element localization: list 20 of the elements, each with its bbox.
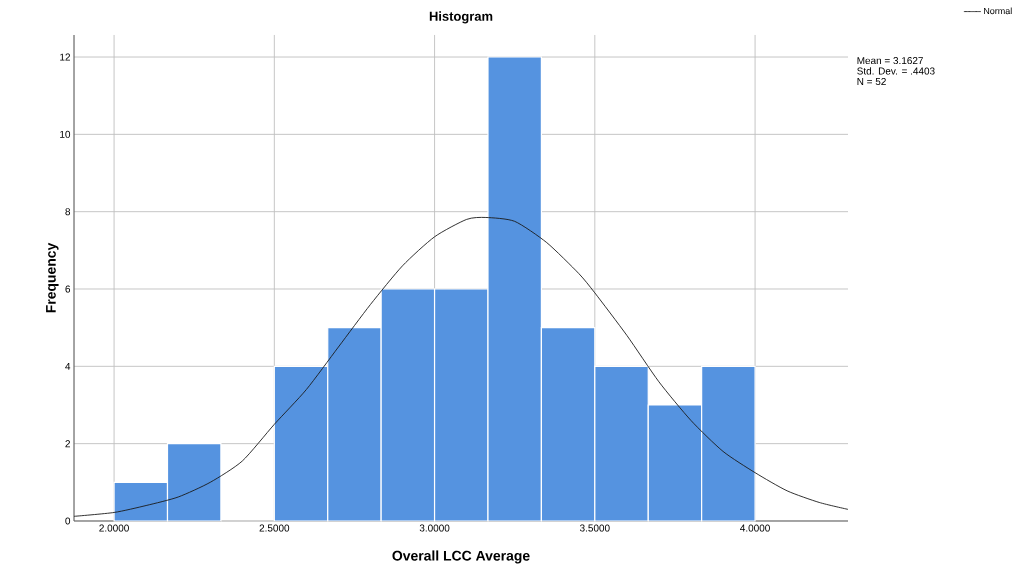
- chart-title: Histogram: [429, 11, 493, 24]
- text: Mean = 3.1627: [857, 57, 923, 65]
- y-tick-label: 4: [65, 362, 71, 370]
- y-tick-label: 2: [65, 440, 70, 448]
- legend-label: Normal: [984, 7, 1012, 15]
- text: Std. Dev. = .4403: [857, 67, 935, 75]
- y-axis-title: Frequency: [46, 242, 59, 313]
- x-tick-label: 2.5000: [259, 524, 290, 532]
- y-tick-label: 8: [65, 208, 71, 216]
- line-series: [73, 217, 849, 517]
- x-tick-label: 2.0000: [99, 524, 129, 532]
- y-tick-label: 10: [60, 130, 71, 138]
- y-tick-label: 12: [60, 53, 70, 61]
- x-tick-label: 3.5000: [579, 524, 610, 532]
- x-axis-title: Overall LCC Average: [392, 550, 530, 564]
- text: N = 52: [857, 77, 886, 86]
- y-tick-label: 6: [65, 285, 71, 293]
- x-tick-label: 4.0000: [740, 524, 770, 532]
- x-tick-label: 3.0000: [419, 524, 450, 532]
- y-tick-label: 0: [65, 517, 71, 525]
